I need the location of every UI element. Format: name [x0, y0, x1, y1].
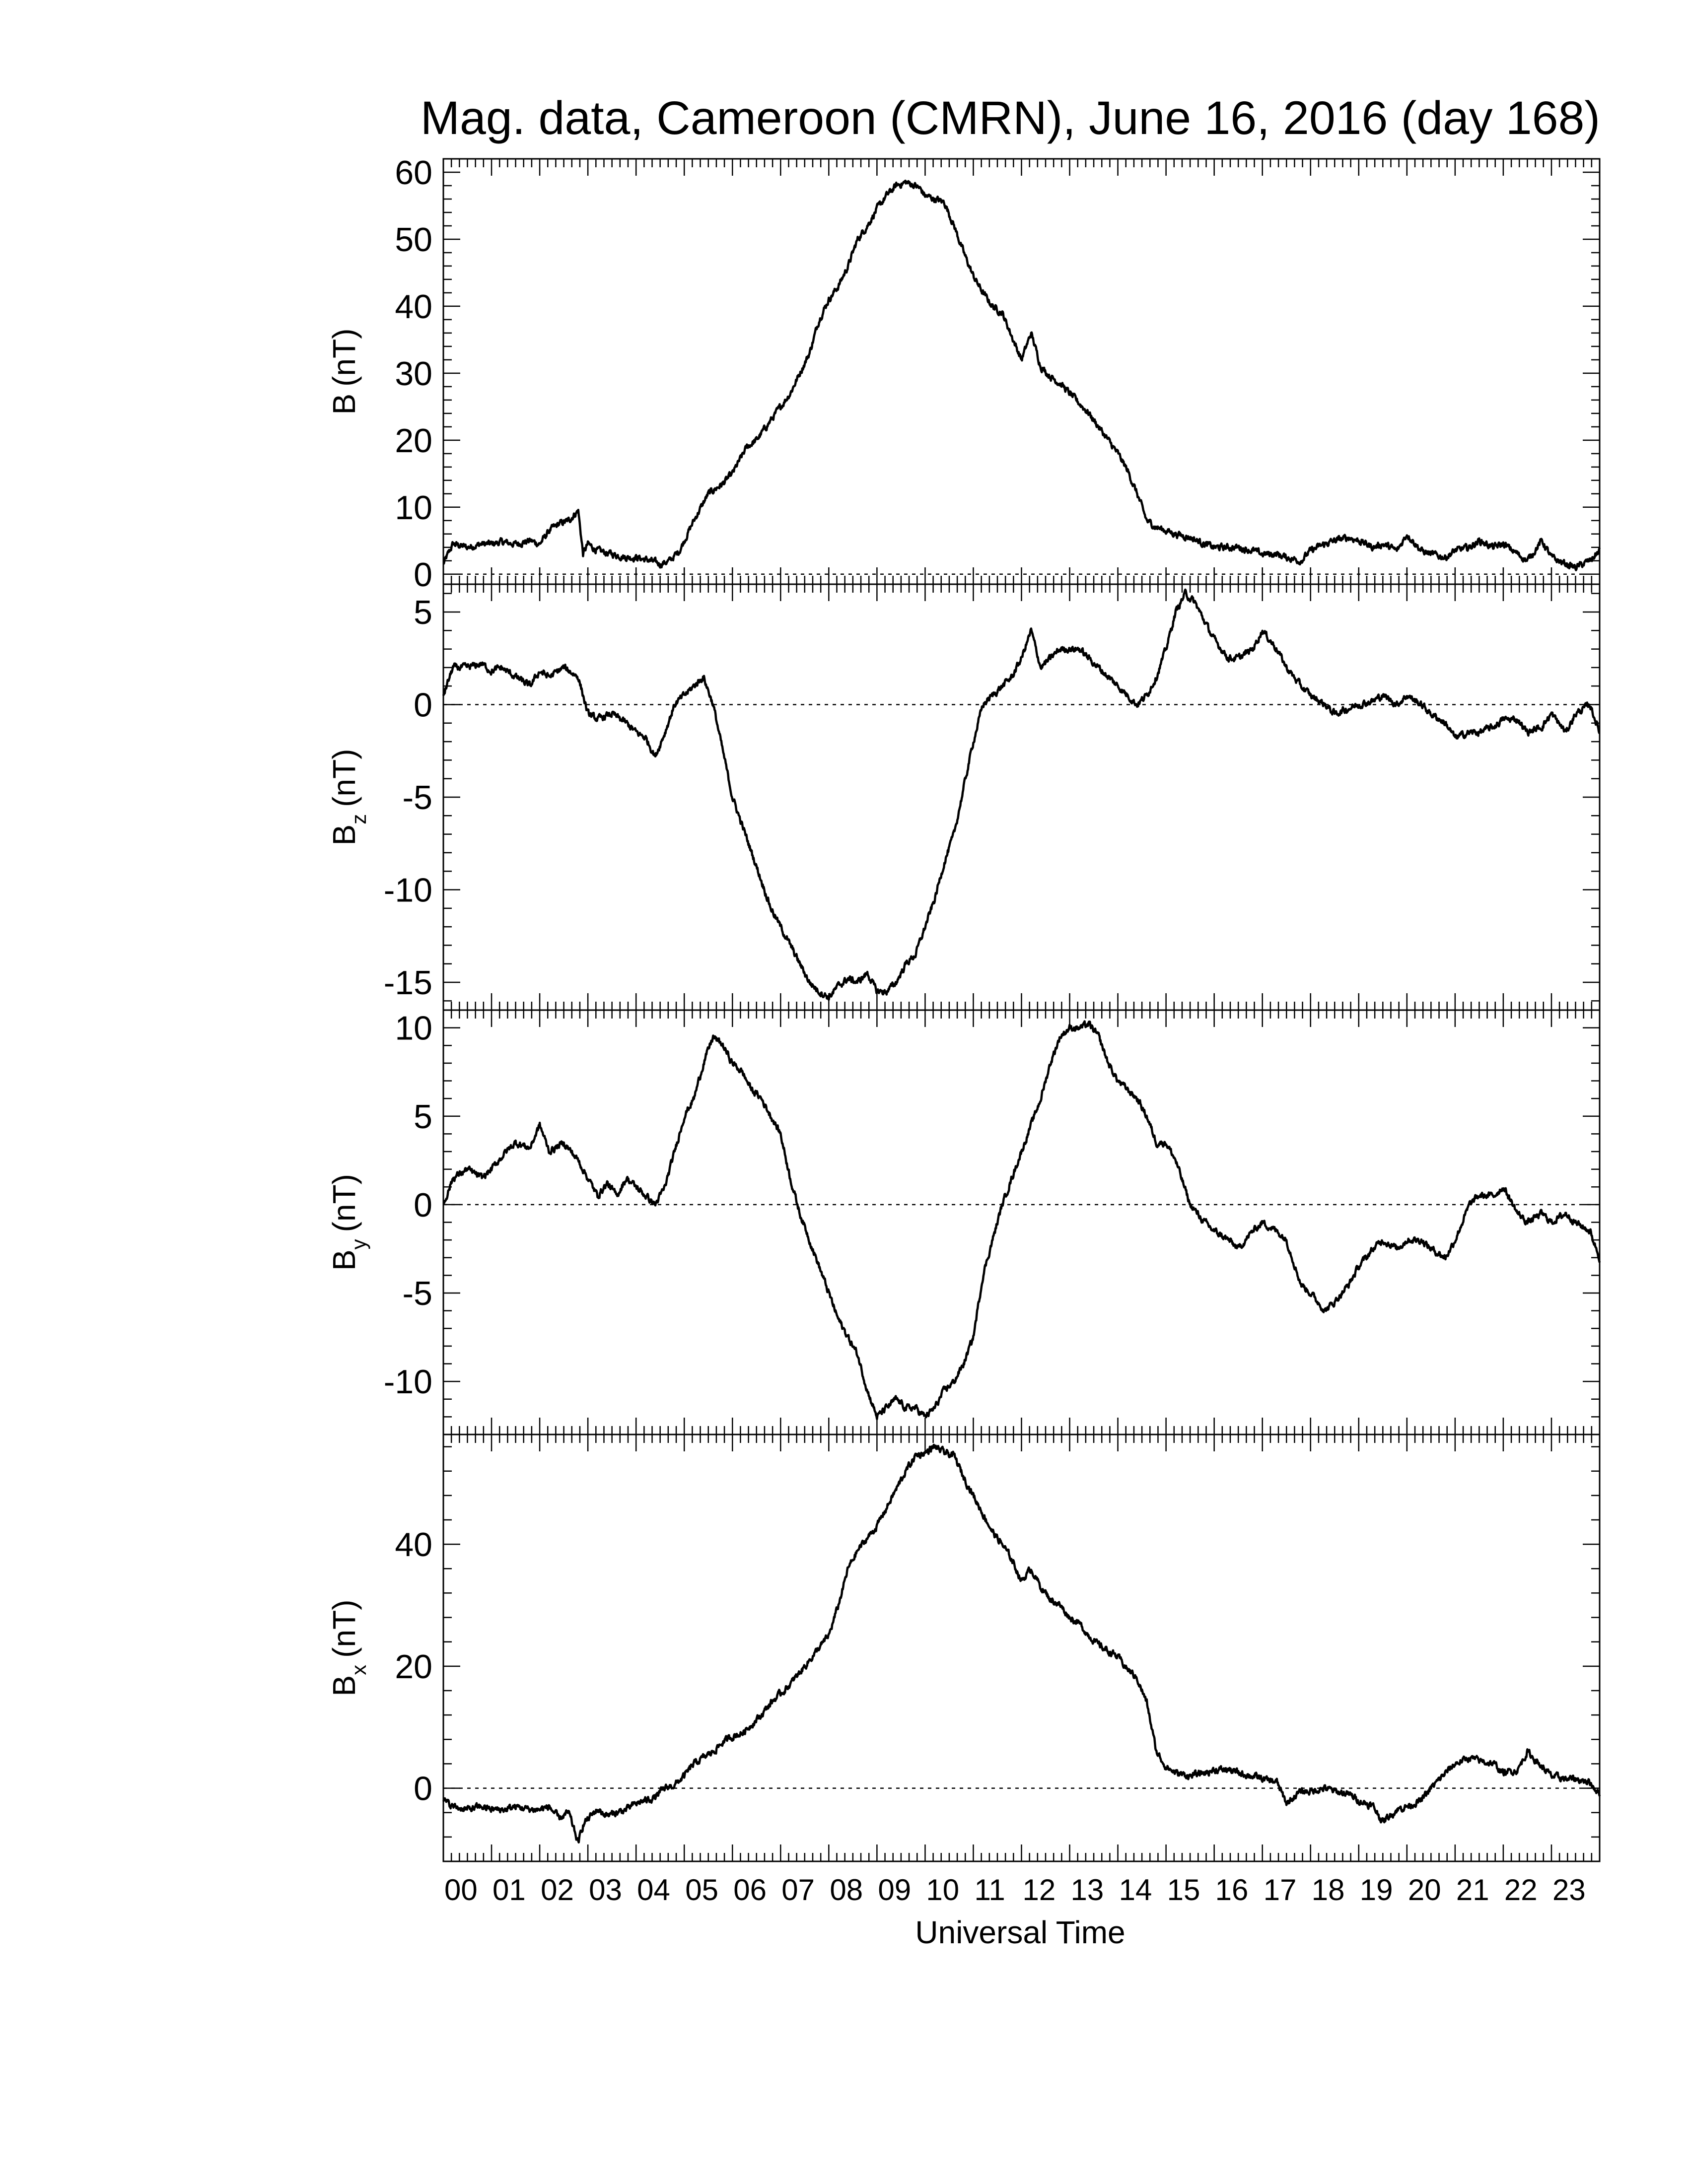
- y-tick-label: 0: [414, 1186, 432, 1224]
- panel-2: 5 0 -5 -10 -15 Bz (nT): [326, 583, 1601, 1011]
- x-axis-label: Universal Time: [915, 1914, 1125, 1950]
- x-tick-label: 13: [1071, 1873, 1104, 1907]
- x-tick-label: 15: [1167, 1873, 1200, 1907]
- x-tick-label: 19: [1360, 1873, 1393, 1907]
- x-tick-label: 09: [878, 1873, 911, 1907]
- panel-3: 10 5 0 -5 -10 By (nT): [326, 1009, 1601, 1435]
- x-tick-label: 14: [1119, 1873, 1152, 1907]
- y-tick-label: -5: [403, 779, 432, 817]
- y-axis-label-main: B: [326, 824, 362, 846]
- y-tick-label: 40: [395, 1526, 432, 1564]
- y-tick-label: 40: [395, 288, 432, 326]
- x-tick-label: 22: [1504, 1873, 1538, 1907]
- y-tick-label: 10: [395, 1010, 432, 1047]
- x-tick-label: 17: [1264, 1873, 1297, 1907]
- x-tick-label: 12: [1023, 1873, 1056, 1907]
- y-tick-label: 0: [414, 1770, 432, 1808]
- series-line-4: [442, 1443, 1601, 1844]
- y-tick-label: 30: [395, 355, 432, 393]
- x-tick-label: 07: [781, 1873, 815, 1907]
- y-axis-label-unit: (nT): [326, 749, 362, 807]
- x-tick-label: 03: [589, 1873, 622, 1907]
- x-tick-label: 00: [444, 1873, 478, 1907]
- y-axis-label-main: B: [326, 1675, 362, 1697]
- y-axis-label: By (nT): [326, 1174, 370, 1271]
- y-tick-label: 0: [414, 556, 432, 594]
- panel-1: 0 10 20 30 40 50 60 B (nT): [326, 154, 1601, 594]
- y-tick-label: -15: [384, 964, 432, 1002]
- x-tick-label: 18: [1312, 1873, 1345, 1907]
- x-tick-label: 20: [1408, 1873, 1441, 1907]
- y-axis-label-subscript: y: [347, 1239, 370, 1249]
- y-tick-label: 0: [414, 686, 432, 724]
- x-tick-label: 02: [541, 1873, 574, 1907]
- y-tick-label: 20: [395, 1648, 432, 1686]
- y-axis-label-unit: (nT): [326, 1174, 362, 1232]
- y-tick-label: -10: [384, 1363, 432, 1401]
- chart-title: Mag. data, Cameroon (CMRN), June 16, 201…: [421, 92, 1600, 144]
- x-tick-label: 23: [1552, 1873, 1586, 1907]
- y-tick-label: 10: [395, 489, 432, 527]
- x-tick-label: 11: [974, 1873, 1005, 1907]
- series-line-3: [442, 1020, 1601, 1421]
- panels-group: 0102030405060B(nT)50-5-10-15Bz(nT)1050-5…: [326, 154, 1601, 1907]
- x-tick-label: 21: [1456, 1873, 1489, 1907]
- y-axis-label-main: B: [326, 394, 362, 415]
- x-tick-labels: 00 01 02 03 04 05 06 07 08 09 10 11 12 13 14 15 16 17 18 19…: [444, 1873, 1586, 1907]
- y-axis-label-subscript: z: [347, 814, 370, 824]
- series-line-1: [442, 179, 1601, 571]
- y-tick-label: -5: [403, 1275, 432, 1312]
- y-axis-label-unit: (nT): [326, 1600, 362, 1658]
- y-tick-label: 20: [395, 422, 432, 460]
- panel-4: 40 20 0 Bx (nT): [326, 1433, 1601, 1862]
- x-tick-label: 01: [492, 1873, 526, 1907]
- x-tick-label: 10: [926, 1873, 959, 1907]
- y-axis-label: B (nT): [326, 329, 362, 415]
- y-axis-label-main: B: [326, 1249, 362, 1271]
- x-tick-label: 06: [733, 1873, 767, 1907]
- y-tick-label: 5: [414, 1098, 432, 1136]
- x-tick-label: 04: [637, 1873, 670, 1907]
- y-axis-label: Bz (nT): [326, 749, 370, 846]
- y-tick-label: 60: [395, 154, 432, 192]
- y-axis-label-subscript: x: [347, 1665, 370, 1675]
- x-tick-label: 08: [830, 1873, 863, 1907]
- x-tick-label: 05: [685, 1873, 718, 1907]
- y-axis-label: Bx (nT): [326, 1600, 370, 1697]
- y-axis-label-unit: (nT): [326, 329, 362, 387]
- x-tick-label: 16: [1215, 1873, 1249, 1907]
- series-line-2: [442, 588, 1601, 1001]
- y-tick-label: 5: [414, 594, 432, 631]
- y-tick-label: 50: [395, 221, 432, 259]
- y-tick-label: -10: [384, 872, 432, 909]
